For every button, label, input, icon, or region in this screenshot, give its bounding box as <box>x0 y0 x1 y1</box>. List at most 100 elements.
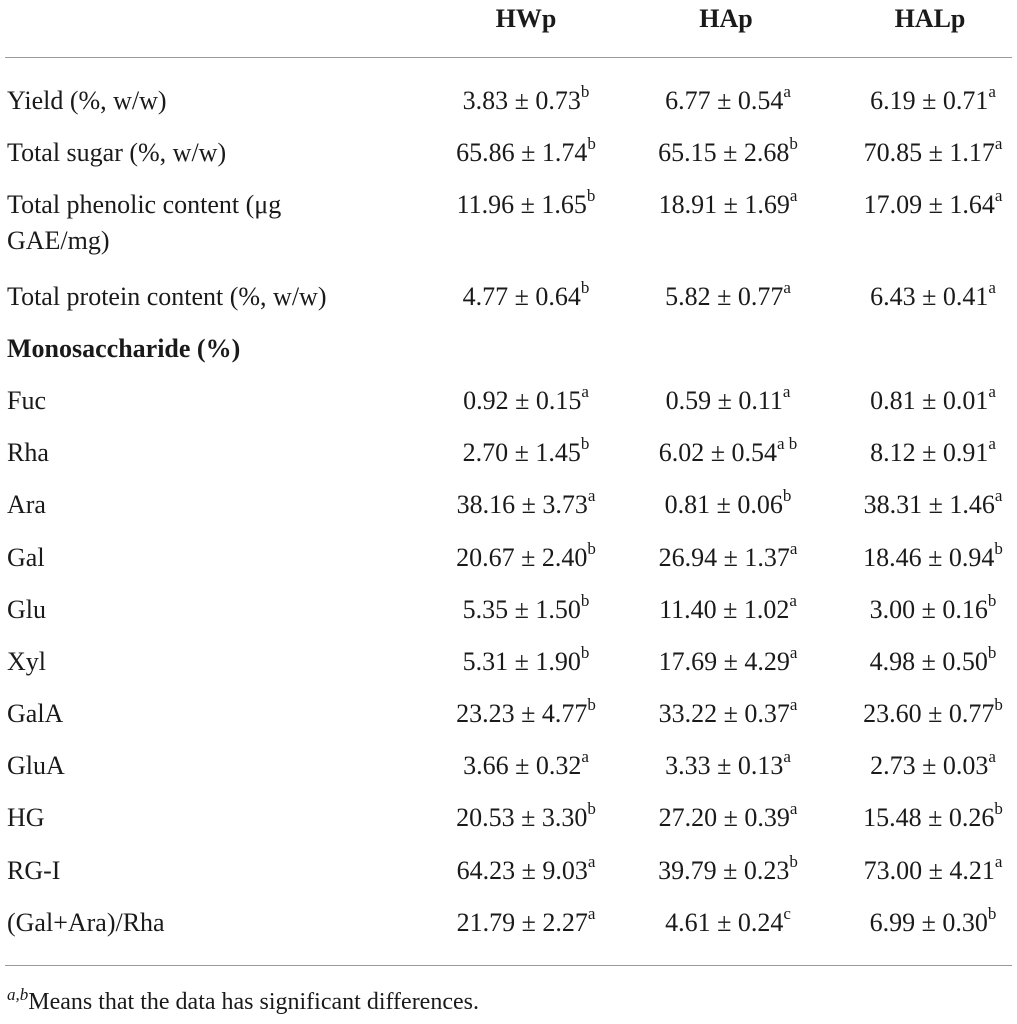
cell-significance-mark: b <box>586 186 596 206</box>
cell-value: 5.35 ± 1.50 <box>462 595 581 624</box>
cell-significance-mark: a <box>988 278 996 298</box>
cell-significance-mark: b <box>580 278 590 298</box>
row-label: GalA <box>7 699 64 728</box>
cell-value: 5.82 ± 0.77 <box>665 282 784 311</box>
table-cell: 3.66 ± 0.32a <box>421 748 631 784</box>
footnote-text: Means that the data has significant diff… <box>28 989 479 1015</box>
table-cell: 26.94 ± 1.37a <box>623 540 833 576</box>
row-label: GluA <box>7 751 65 780</box>
row-label: Total protein content (%, w/w) <box>7 282 327 311</box>
table-cell: 73.00 ± 4.21a <box>828 853 1017 889</box>
table-cell: 0.92 ± 0.15a <box>421 383 631 419</box>
cell-significance-mark: a <box>783 82 791 102</box>
cell-significance-mark: b <box>789 852 798 872</box>
cell-significance-mark: a <box>789 695 798 715</box>
cell-value: 65.86 ± 1.74 <box>456 138 588 167</box>
cell-significance-mark: b <box>994 695 1003 715</box>
cell-value: 4.61 ± 0.24 <box>665 908 784 937</box>
cell-significance-mark: a <box>988 382 996 402</box>
table-cell: 33.22 ± 0.37a <box>623 696 833 732</box>
cell-value: 21.79 ± 2.27 <box>456 908 588 937</box>
table-header-row: HWp HAp HALp <box>0 0 1017 40</box>
cell-significance-mark: a <box>581 747 589 767</box>
header-divider <box>5 57 1012 58</box>
cell-value: 38.16 ± 3.73 <box>456 490 588 519</box>
table-cell: 2.70 ± 1.45b <box>421 435 631 471</box>
table-cell: 0.81 ± 0.06b <box>623 487 833 523</box>
cell-significance-mark: b <box>987 591 997 611</box>
table-cell: 17.69 ± 4.29a <box>623 644 833 680</box>
cell-value: 8.12 ± 0.91 <box>870 438 989 467</box>
table-cell: 20.53 ± 3.30b <box>421 800 631 836</box>
table-cell: 0.59 ± 0.11a <box>623 383 833 419</box>
table-cell: 20.67 ± 2.40b <box>421 540 631 576</box>
cell-significance-mark: b <box>587 134 596 154</box>
cell-significance-mark: a <box>782 382 791 402</box>
cell-significance-mark: b <box>580 434 590 454</box>
table-cell: 6.19 ± 0.71a <box>828 83 1017 119</box>
cell-value: 0.92 ± 0.15 <box>463 386 582 415</box>
table-cell: 23.60 ± 0.77b <box>828 696 1017 732</box>
cell-value: 33.22 ± 0.37 <box>658 699 790 728</box>
cell-significance-mark: a <box>988 747 996 767</box>
row-label: Xyl <box>7 647 46 676</box>
cell-significance-mark: b <box>587 539 596 559</box>
table-cell: 3.83 ± 0.73b <box>421 83 631 119</box>
cell-significance-mark: b <box>587 799 596 819</box>
cell-value: 11.96 ± 1.65 <box>456 190 587 219</box>
row-label: HG <box>7 803 45 832</box>
cell-significance-mark: a <box>994 134 1003 154</box>
row-label: Glu <box>7 595 46 624</box>
cell-value: 26.94 ± 1.37 <box>658 543 790 572</box>
row-label-line: GAE/mg) <box>7 226 110 255</box>
cell-value: 17.69 ± 4.29 <box>658 647 790 676</box>
cell-significance-mark: a <box>587 852 596 872</box>
cell-value: 20.67 ± 2.40 <box>456 543 588 572</box>
cell-value: 4.77 ± 0.64 <box>462 282 581 311</box>
row-label: RG-I <box>7 856 61 885</box>
row-label-line: Total phenolic content (μg <box>7 190 282 219</box>
cell-value: 6.77 ± 0.54 <box>665 86 784 115</box>
table-cell: 18.46 ± 0.94b <box>828 540 1017 576</box>
cell-value: 2.73 ± 0.03 <box>870 751 989 780</box>
cell-value: 6.99 ± 0.30 <box>869 908 988 937</box>
cell-significance-mark: a <box>581 382 589 402</box>
cell-significance-mark: a <box>587 486 596 506</box>
cell-significance-mark: b <box>580 82 590 102</box>
table-cell: 65.15 ± 2.68b <box>623 135 833 171</box>
cell-significance-mark: b <box>987 904 997 924</box>
table-cell: 4.77 ± 0.64b <box>421 279 631 315</box>
row-label: Total phenolic content (μg GAE/mg) <box>7 187 387 259</box>
cell-value: 64.23 ± 9.03 <box>456 856 588 885</box>
cell-value: 11.40 ± 1.02 <box>659 595 790 624</box>
cell-value: 38.31 ± 1.46 <box>863 490 995 519</box>
cell-significance-mark: a <box>783 278 791 298</box>
table-footnote: a,bMeans that the data has significant d… <box>7 986 479 1018</box>
cell-significance-mark: a <box>994 486 1003 506</box>
footer-divider <box>5 965 1012 966</box>
cell-value: 0.81 ± 0.01 <box>870 386 989 415</box>
table-cell: 8.12 ± 0.91a <box>828 435 1017 471</box>
cell-significance-mark: b <box>789 134 798 154</box>
table-cell: 4.98 ± 0.50b <box>828 644 1017 680</box>
cell-value: 4.98 ± 0.50 <box>869 647 988 676</box>
cell-value: 15.48 ± 0.26 <box>863 803 995 832</box>
table-cell: 18.91 ± 1.69a <box>623 187 833 223</box>
cell-significance-mark: a <box>789 799 798 819</box>
row-label: Total sugar (%, w/w) <box>7 138 227 167</box>
cell-significance-mark: c <box>783 904 791 924</box>
table-cell: 64.23 ± 9.03a <box>421 853 631 889</box>
cell-significance-mark: a <box>789 186 798 206</box>
row-label: Rha <box>7 438 49 467</box>
cell-value: 65.15 ± 2.68 <box>658 138 790 167</box>
row-label: Fuc <box>7 386 46 415</box>
cell-value: 3.66 ± 0.32 <box>463 751 582 780</box>
cell-value: 20.53 ± 3.30 <box>456 803 588 832</box>
cell-value: 23.23 ± 4.77 <box>456 699 588 728</box>
column-header-hap: HAp <box>699 4 753 33</box>
table-cell: 39.79 ± 0.23b <box>623 853 833 889</box>
cell-significance-mark: a <box>789 591 797 611</box>
cell-value: 18.91 ± 1.69 <box>658 190 790 219</box>
column-header-halp: HALp <box>894 4 966 33</box>
section-label: Monosaccharide (%) <box>7 334 241 363</box>
